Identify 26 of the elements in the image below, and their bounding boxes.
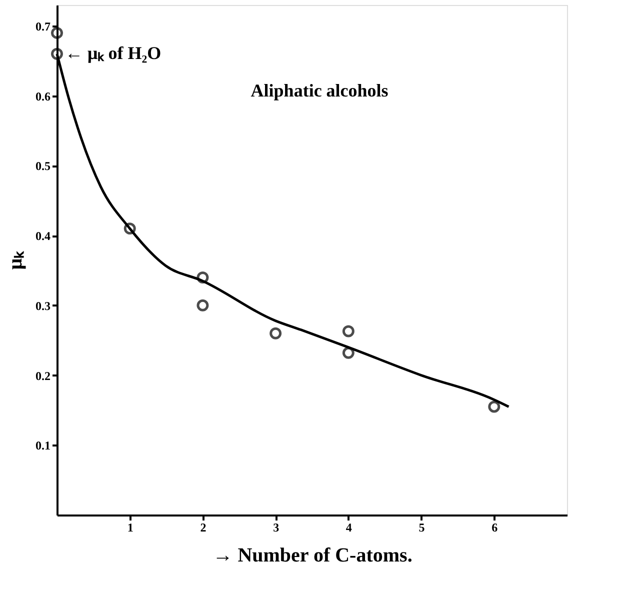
point bbox=[51, 26, 63, 39]
y-tick-label: 0.7 bbox=[36, 19, 50, 34]
x-tick-label: 1 bbox=[127, 520, 134, 534]
x-tick-label: 6 bbox=[492, 520, 498, 534]
y-tick-label: 0.1 bbox=[36, 438, 50, 453]
point bbox=[270, 327, 282, 340]
point bbox=[51, 48, 63, 60]
x-tick-label: 4 bbox=[346, 520, 352, 534]
point bbox=[196, 271, 209, 284]
y-tick-label: 0.3 bbox=[36, 298, 50, 313]
point bbox=[124, 222, 136, 235]
y-tick-label: 0.5 bbox=[36, 159, 50, 174]
point bbox=[342, 346, 354, 359]
point bbox=[488, 400, 500, 413]
annotation: Aliphatic alcohols bbox=[250, 80, 388, 101]
y-tick-label: 0.6 bbox=[36, 89, 50, 104]
annotation: ← μₖ of H₂O bbox=[65, 42, 162, 63]
x-tick-label: 3 bbox=[273, 520, 280, 534]
point bbox=[342, 325, 354, 338]
x-tick-label: 2 bbox=[200, 520, 206, 534]
point bbox=[196, 299, 209, 312]
y-tick-label: 0.4 bbox=[36, 229, 50, 244]
x-axis-title: → Number of C-atoms. bbox=[212, 544, 412, 566]
y-tick-label: 0.2 bbox=[36, 368, 50, 383]
x-tick-label: 5 bbox=[418, 520, 425, 534]
y-axis-title: μₖ bbox=[4, 250, 26, 270]
